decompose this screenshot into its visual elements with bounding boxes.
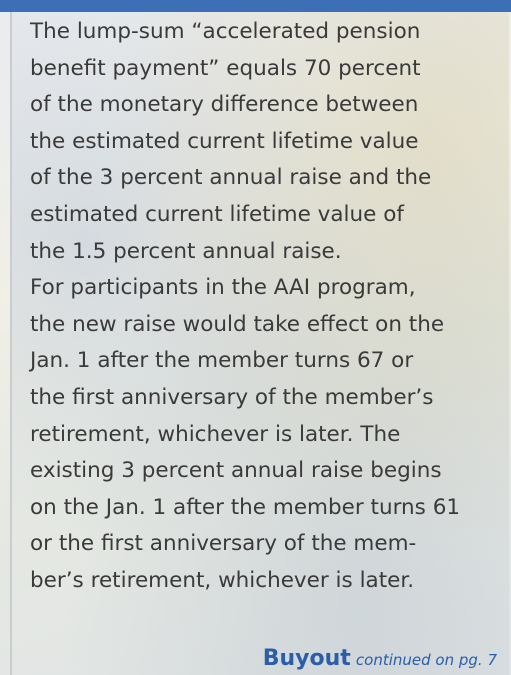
text-line: of the 3 percent annual raise and the <box>30 163 431 193</box>
text-line: benefit payment” equals 70 percent <box>30 54 421 84</box>
header-strip <box>0 0 511 12</box>
continued-note: continued on pg. 7 <box>356 651 497 669</box>
text-line: For participants in the AAI program, <box>30 273 416 303</box>
text-line: ber’s retirement, whichever is later. <box>30 566 414 596</box>
text-line: retirement, whichever is later. The <box>30 420 400 450</box>
text-line: the 1.5 percent annual raise. <box>30 237 342 267</box>
text-line: of the monetary difference between <box>30 90 418 120</box>
text-line: the new raise would take effect on the <box>30 310 444 340</box>
page: The lump-sum “accelerated pension benefit… <box>0 0 511 675</box>
text-line: the estimated current lifetime value <box>30 127 418 157</box>
keyword: Buyout <box>263 646 351 671</box>
text-line: Jan. 1 after the member turns 67 or <box>30 346 413 376</box>
text-line: The lump-sum “accelerated pension <box>30 17 420 47</box>
text-line: existing 3 percent annual raise begins <box>30 456 442 486</box>
text-line: or the first anniversary of the mem- <box>30 529 416 559</box>
continuation: Buyout continued on pg. 7 <box>263 646 497 671</box>
text-line: on the Jan. 1 after the member turns 61 <box>30 493 460 523</box>
text-line: estimated current lifetime value of <box>30 200 404 230</box>
text-line: the first anniversary of the member’s <box>30 383 433 413</box>
